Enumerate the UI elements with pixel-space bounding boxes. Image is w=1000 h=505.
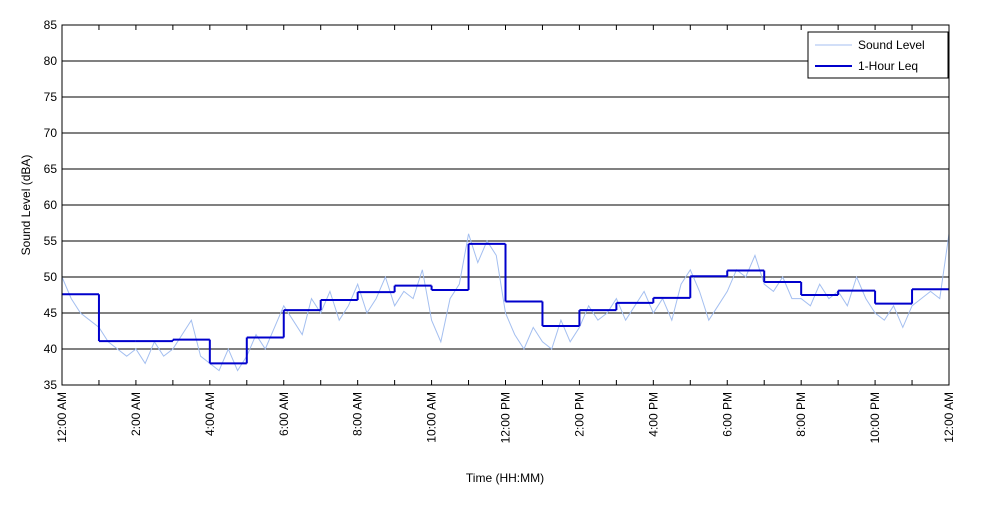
legend-box [807,31,949,79]
x-tick-label: 4:00 AM [203,392,217,436]
x-tick-label: 8:00 AM [351,392,365,436]
x-tick-label: 4:00 PM [646,392,660,437]
x-tick-label: 10:00 PM [868,392,882,443]
y-tick-label: 85 [44,18,58,32]
x-tick-label: 12:00 AM [55,392,69,443]
y-axis-label: Sound Level (dBA) [19,155,33,256]
x-axis-label: Time (HH:MM) [466,471,544,485]
x-tick-label: 12:00 AM [942,392,956,443]
y-tick-label: 75 [44,90,58,104]
y-tick-label: 55 [44,234,58,248]
y-tick-label: 35 [44,378,58,392]
y-tick-label: 50 [44,270,58,284]
x-tick-label: 2:00 PM [572,392,586,437]
y-tick-label: 60 [44,198,58,212]
x-tick-label: 12:00 PM [499,392,513,443]
x-tick-label: 2:00 AM [129,392,143,436]
x-tick-label: 6:00 AM [277,392,291,436]
x-tick-label: 6:00 PM [720,392,734,437]
y-tick-label: 45 [44,306,58,320]
legend-label: Sound Level [858,38,925,52]
legend-label: 1-Hour Leq [858,59,918,73]
x-tick-label: 8:00 PM [794,392,808,437]
y-tick-label: 65 [44,162,58,176]
plot-frame [61,24,950,386]
y-tick-label: 80 [44,54,58,68]
y-tick-label: 40 [44,342,58,356]
y-tick-label: 70 [44,126,58,140]
x-tick-label: 10:00 AM [425,392,439,443]
